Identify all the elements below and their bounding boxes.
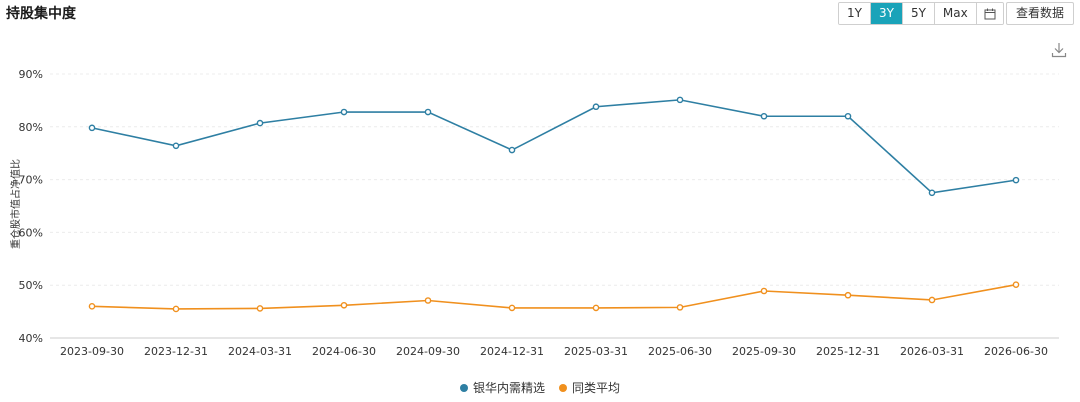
- series-line: [91, 283, 1017, 310]
- line-chart: 90% 80% 70% 60% 50% 40% 2023-09-30 2023-12-31 20…: [9, 68, 1059, 358]
- legend-dot-peer: [559, 383, 567, 392]
- calendar-icon[interactable]: [976, 3, 1003, 24]
- data-point: [676, 96, 684, 104]
- y-tick-label: 60%: [19, 226, 43, 239]
- range-3y-button[interactable]: 3Y: [870, 3, 903, 24]
- data-point: [424, 297, 432, 304]
- x-tick-label: 2026-03-31: [900, 345, 964, 358]
- data-point: [508, 146, 516, 154]
- legend-label-fund: 银华内需精选: [472, 381, 545, 395]
- data-point: [928, 296, 936, 304]
- data-point: [760, 112, 768, 120]
- y-tick-label: 50%: [19, 279, 43, 292]
- series-line: [91, 99, 1017, 194]
- x-tick-label: 2025-03-31: [564, 345, 628, 358]
- data-point: [928, 189, 936, 197]
- y-tick-label: 80%: [19, 121, 43, 134]
- data-point: [88, 303, 96, 310]
- data-point: [340, 301, 348, 309]
- x-tick-label: 2026-06-30: [984, 345, 1048, 358]
- data-point: [844, 291, 852, 299]
- legend-item-fund[interactable]: 银华内需精选: [459, 379, 545, 396]
- data-point: [172, 305, 180, 313]
- data-point: [592, 304, 600, 312]
- data-point: [256, 305, 264, 312]
- data-point: [340, 108, 348, 116]
- x-tick-label: 2024-12-31: [480, 345, 544, 358]
- x-tick-label: 2024-09-30: [396, 345, 460, 358]
- x-tick-label: 2025-12-31: [816, 345, 880, 358]
- download-icon[interactable]: [1051, 42, 1067, 62]
- x-tick-label: 2025-09-30: [732, 345, 796, 358]
- chart-legend: 银华内需精选 同类平均: [0, 379, 1080, 396]
- chart-title: 持股集中度: [6, 6, 76, 22]
- x-tick-label: 2023-12-31: [144, 345, 208, 358]
- legend-dot-fund: [459, 383, 468, 392]
- x-tick-label: 2024-06-30: [312, 345, 376, 358]
- time-range-selector: 1Y 3Y 5Y Max: [838, 2, 1004, 25]
- legend-label-peer: 同类平均: [572, 381, 621, 395]
- data-point: [676, 304, 684, 311]
- legend-item-peer[interactable]: 同类平均: [559, 379, 620, 396]
- data-point: [88, 124, 96, 132]
- view-data-button[interactable]: 查看数据: [1006, 2, 1075, 25]
- data-point: [1012, 281, 1020, 288]
- data-point: [424, 108, 432, 116]
- range-1y-button[interactable]: 1Y: [839, 3, 871, 24]
- data-point: [256, 119, 264, 127]
- range-5y-button[interactable]: 5Y: [902, 3, 935, 24]
- x-tick-label: 2024-03-31: [228, 345, 292, 358]
- y-tick-label: 70%: [19, 174, 43, 187]
- data-point: [1012, 176, 1020, 184]
- y-tick-label: 40%: [19, 332, 43, 345]
- range-max-button[interactable]: Max: [934, 3, 977, 24]
- x-tick-label: 2023-09-30: [60, 345, 124, 358]
- data-point: [508, 304, 516, 312]
- x-tick-label: 2025-06-30: [648, 345, 712, 358]
- data-point: [760, 287, 768, 295]
- data-point: [592, 103, 600, 111]
- data-point: [172, 142, 180, 150]
- data-point: [844, 112, 852, 120]
- y-axis-label: 重仓股市值占净值比: [9, 159, 22, 249]
- y-tick-label: 90%: [19, 68, 43, 81]
